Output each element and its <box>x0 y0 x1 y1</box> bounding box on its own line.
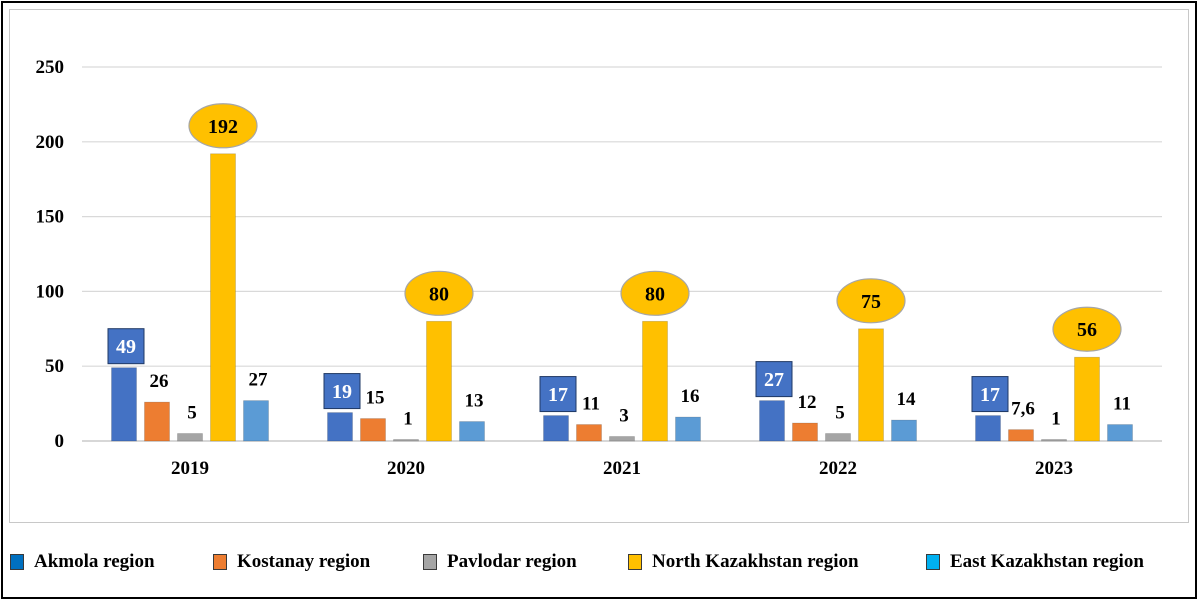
bar-akmola-region <box>111 367 137 442</box>
data-label-bubble <box>404 270 474 316</box>
x-tick-label: 2023 <box>1035 458 1073 479</box>
y-tick-label: 250 <box>36 57 65 78</box>
legend-swatch-north-kazakhstan <box>628 554 642 570</box>
data-label-bubble <box>1052 306 1122 352</box>
data-label: 1 <box>403 409 413 430</box>
data-label-bubble <box>188 103 258 149</box>
legend-swatch-east-kazakhstan <box>926 554 940 570</box>
legend-item-akmola: Akmola region <box>10 545 155 579</box>
data-label: 16 <box>681 386 700 407</box>
legend-swatch-kostanay <box>213 554 227 570</box>
bar-kostanay-region <box>1008 429 1034 442</box>
data-label-box <box>107 328 145 365</box>
bar-east-kazakhstan-region <box>243 400 269 442</box>
legend-item-north-kazakhstan: North Kazakhstan region <box>628 545 859 579</box>
legend-swatch-akmola <box>10 554 24 570</box>
data-label: 5 <box>835 403 845 424</box>
y-tick-label: 100 <box>36 281 65 302</box>
bar-north-kazakhstan-region <box>642 320 668 442</box>
legend: Akmola region Kostanay region Pavlodar r… <box>0 545 1200 579</box>
data-label: 1 <box>1051 409 1061 430</box>
data-label: 49 <box>116 336 136 358</box>
data-label: 13 <box>465 391 484 412</box>
bar-north-kazakhstan-region <box>1074 356 1100 442</box>
bar-pavlodar-region <box>825 433 851 442</box>
y-tick-label: 50 <box>45 356 64 377</box>
data-label: 3 <box>619 406 629 427</box>
data-label-box <box>971 376 1009 413</box>
data-label: 17 <box>980 384 1000 406</box>
data-label: 56 <box>1077 319 1097 341</box>
legend-swatch-pavlodar <box>423 554 437 570</box>
data-label-box <box>755 361 793 398</box>
y-tick-label: 150 <box>36 207 65 228</box>
data-label: 75 <box>861 291 881 313</box>
bar-kostanay-region <box>792 422 818 442</box>
bar-north-kazakhstan-region <box>858 328 884 442</box>
data-label: 12 <box>798 392 817 413</box>
bar-akmola-region <box>759 400 785 442</box>
data-label-box <box>323 373 361 410</box>
bar-akmola-region <box>975 415 1001 442</box>
data-label: 15 <box>366 388 385 409</box>
legend-label-akmola: Akmola region <box>34 551 155 572</box>
x-tick-label: 2022 <box>819 458 857 479</box>
bar-east-kazakhstan-region <box>675 416 701 442</box>
legend-item-pavlodar: Pavlodar region <box>423 545 577 579</box>
bar-pavlodar-region <box>609 436 635 442</box>
bar-pavlodar-region <box>393 439 419 442</box>
data-label-bubble <box>620 270 690 316</box>
bar-east-kazakhstan-region <box>459 421 485 442</box>
data-label: 5 <box>187 403 197 424</box>
bar-east-kazakhstan-region <box>891 419 917 442</box>
bar-east-kazakhstan-region <box>1107 424 1133 442</box>
legend-label-east-kazakhstan: East Kazakhstan region <box>950 551 1144 572</box>
data-label-bubble <box>836 278 906 324</box>
data-label: 14 <box>897 389 917 410</box>
bar-kostanay-region <box>576 424 602 442</box>
data-label: 11 <box>582 394 600 415</box>
bar-kostanay-region <box>144 401 170 442</box>
data-label: 26 <box>150 371 169 392</box>
data-label: 11 <box>1113 394 1131 415</box>
x-tick-label: 2021 <box>603 458 641 479</box>
legend-label-pavlodar: Pavlodar region <box>447 551 577 572</box>
legend-label-kostanay: Kostanay region <box>237 551 371 572</box>
y-tick-label: 0 <box>55 431 65 452</box>
data-label: 192 <box>208 116 238 138</box>
y-tick-label: 200 <box>36 132 65 153</box>
data-label: 80 <box>645 283 665 305</box>
data-label: 7,6 <box>1011 399 1035 420</box>
data-label: 19 <box>332 381 352 403</box>
bar-pavlodar-region <box>1041 439 1067 442</box>
data-label: 27 <box>764 369 784 391</box>
data-label: 27 <box>249 370 269 391</box>
legend-label-north-kazakhstan: North Kazakhstan region <box>652 551 859 572</box>
legend-item-kostanay: Kostanay region <box>213 545 370 579</box>
x-tick-label: 2019 <box>171 458 209 479</box>
bar-north-kazakhstan-region <box>210 153 236 442</box>
legend-item-east-kazakhstan: East Kazakhstan region <box>926 545 1144 579</box>
bar-akmola-region <box>543 415 569 442</box>
data-label: 80 <box>429 283 449 305</box>
bar-kostanay-region <box>360 418 386 442</box>
bar-pavlodar-region <box>177 433 203 442</box>
data-label-box <box>539 376 577 413</box>
x-tick-label: 2020 <box>387 458 425 479</box>
bar-north-kazakhstan-region <box>426 320 452 442</box>
bar-akmola-region <box>327 412 353 442</box>
data-label: 17 <box>548 384 568 406</box>
